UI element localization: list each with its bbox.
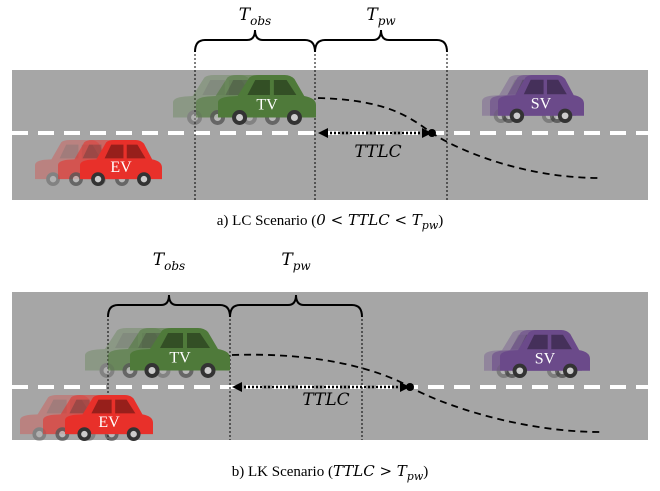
figure: Tobs Tpw EV TV SV TTLC a) LC Scenario (0 < TTL…	[0, 0, 660, 491]
car-hub	[36, 431, 42, 437]
scenario-panel: Tobs Tpw EV TV SV TTLC a) LC Scenario (0 < TTL…	[12, 5, 648, 232]
brace-label: Tobs	[153, 250, 185, 273]
brace-label-sub: obs	[250, 14, 271, 28]
car-hub	[567, 367, 574, 374]
caption-suffix: )	[438, 213, 443, 229]
car-hub	[73, 176, 79, 182]
brace	[195, 30, 315, 52]
caption-prefix: b) LK Scenario (	[232, 464, 333, 480]
car-hub	[205, 367, 212, 374]
caption-math: 0 < TTLC < T	[316, 211, 422, 229]
car-label: EV	[110, 159, 132, 176]
car-hub	[236, 114, 243, 121]
lane-crossing-point	[428, 129, 436, 137]
brace-label: Tpw	[281, 250, 311, 273]
lane-crossing-point	[406, 383, 414, 391]
brace-label-sub: pw	[293, 259, 312, 273]
car-hub	[59, 431, 65, 437]
car-hub	[516, 367, 523, 374]
ttlc-label: TTLC	[302, 390, 349, 410]
car-label: TV	[256, 97, 278, 114]
car-hub	[514, 112, 521, 119]
car-label: EV	[98, 414, 120, 431]
brace-label-sub: pw	[378, 14, 397, 28]
caption-sub: pw	[407, 470, 424, 483]
car-hub	[50, 176, 56, 182]
caption-math: TTLC > T	[333, 462, 408, 480]
brace-label-sub: obs	[164, 259, 185, 273]
ttlc-label: TTLC	[354, 142, 401, 162]
car-hub	[81, 431, 87, 437]
brace-label: Tobs	[239, 5, 271, 28]
car-hub	[291, 114, 298, 121]
brace	[315, 30, 447, 52]
car-label: SV	[535, 350, 556, 367]
caption: b) LK Scenario (TTLC > Tpw)	[232, 462, 429, 483]
car-label: SV	[531, 95, 552, 112]
caption-sub: pw	[422, 219, 439, 232]
brace-label: Tpw	[366, 5, 396, 28]
car-hub	[141, 176, 147, 182]
car-hub	[562, 112, 569, 119]
caption-prefix: a) LC Scenario (	[217, 213, 317, 229]
caption: a) LC Scenario (0 < TTLC < Tpw)	[217, 211, 444, 232]
caption-suffix: )	[423, 464, 428, 480]
car-hub	[130, 431, 136, 437]
car-hub	[149, 367, 156, 374]
scenario-panel: Tobs Tpw EV TV SV TTLC b) LK Scenario (TTLC > …	[12, 250, 648, 483]
car-hub	[95, 176, 101, 182]
car-label: TV	[169, 350, 191, 367]
